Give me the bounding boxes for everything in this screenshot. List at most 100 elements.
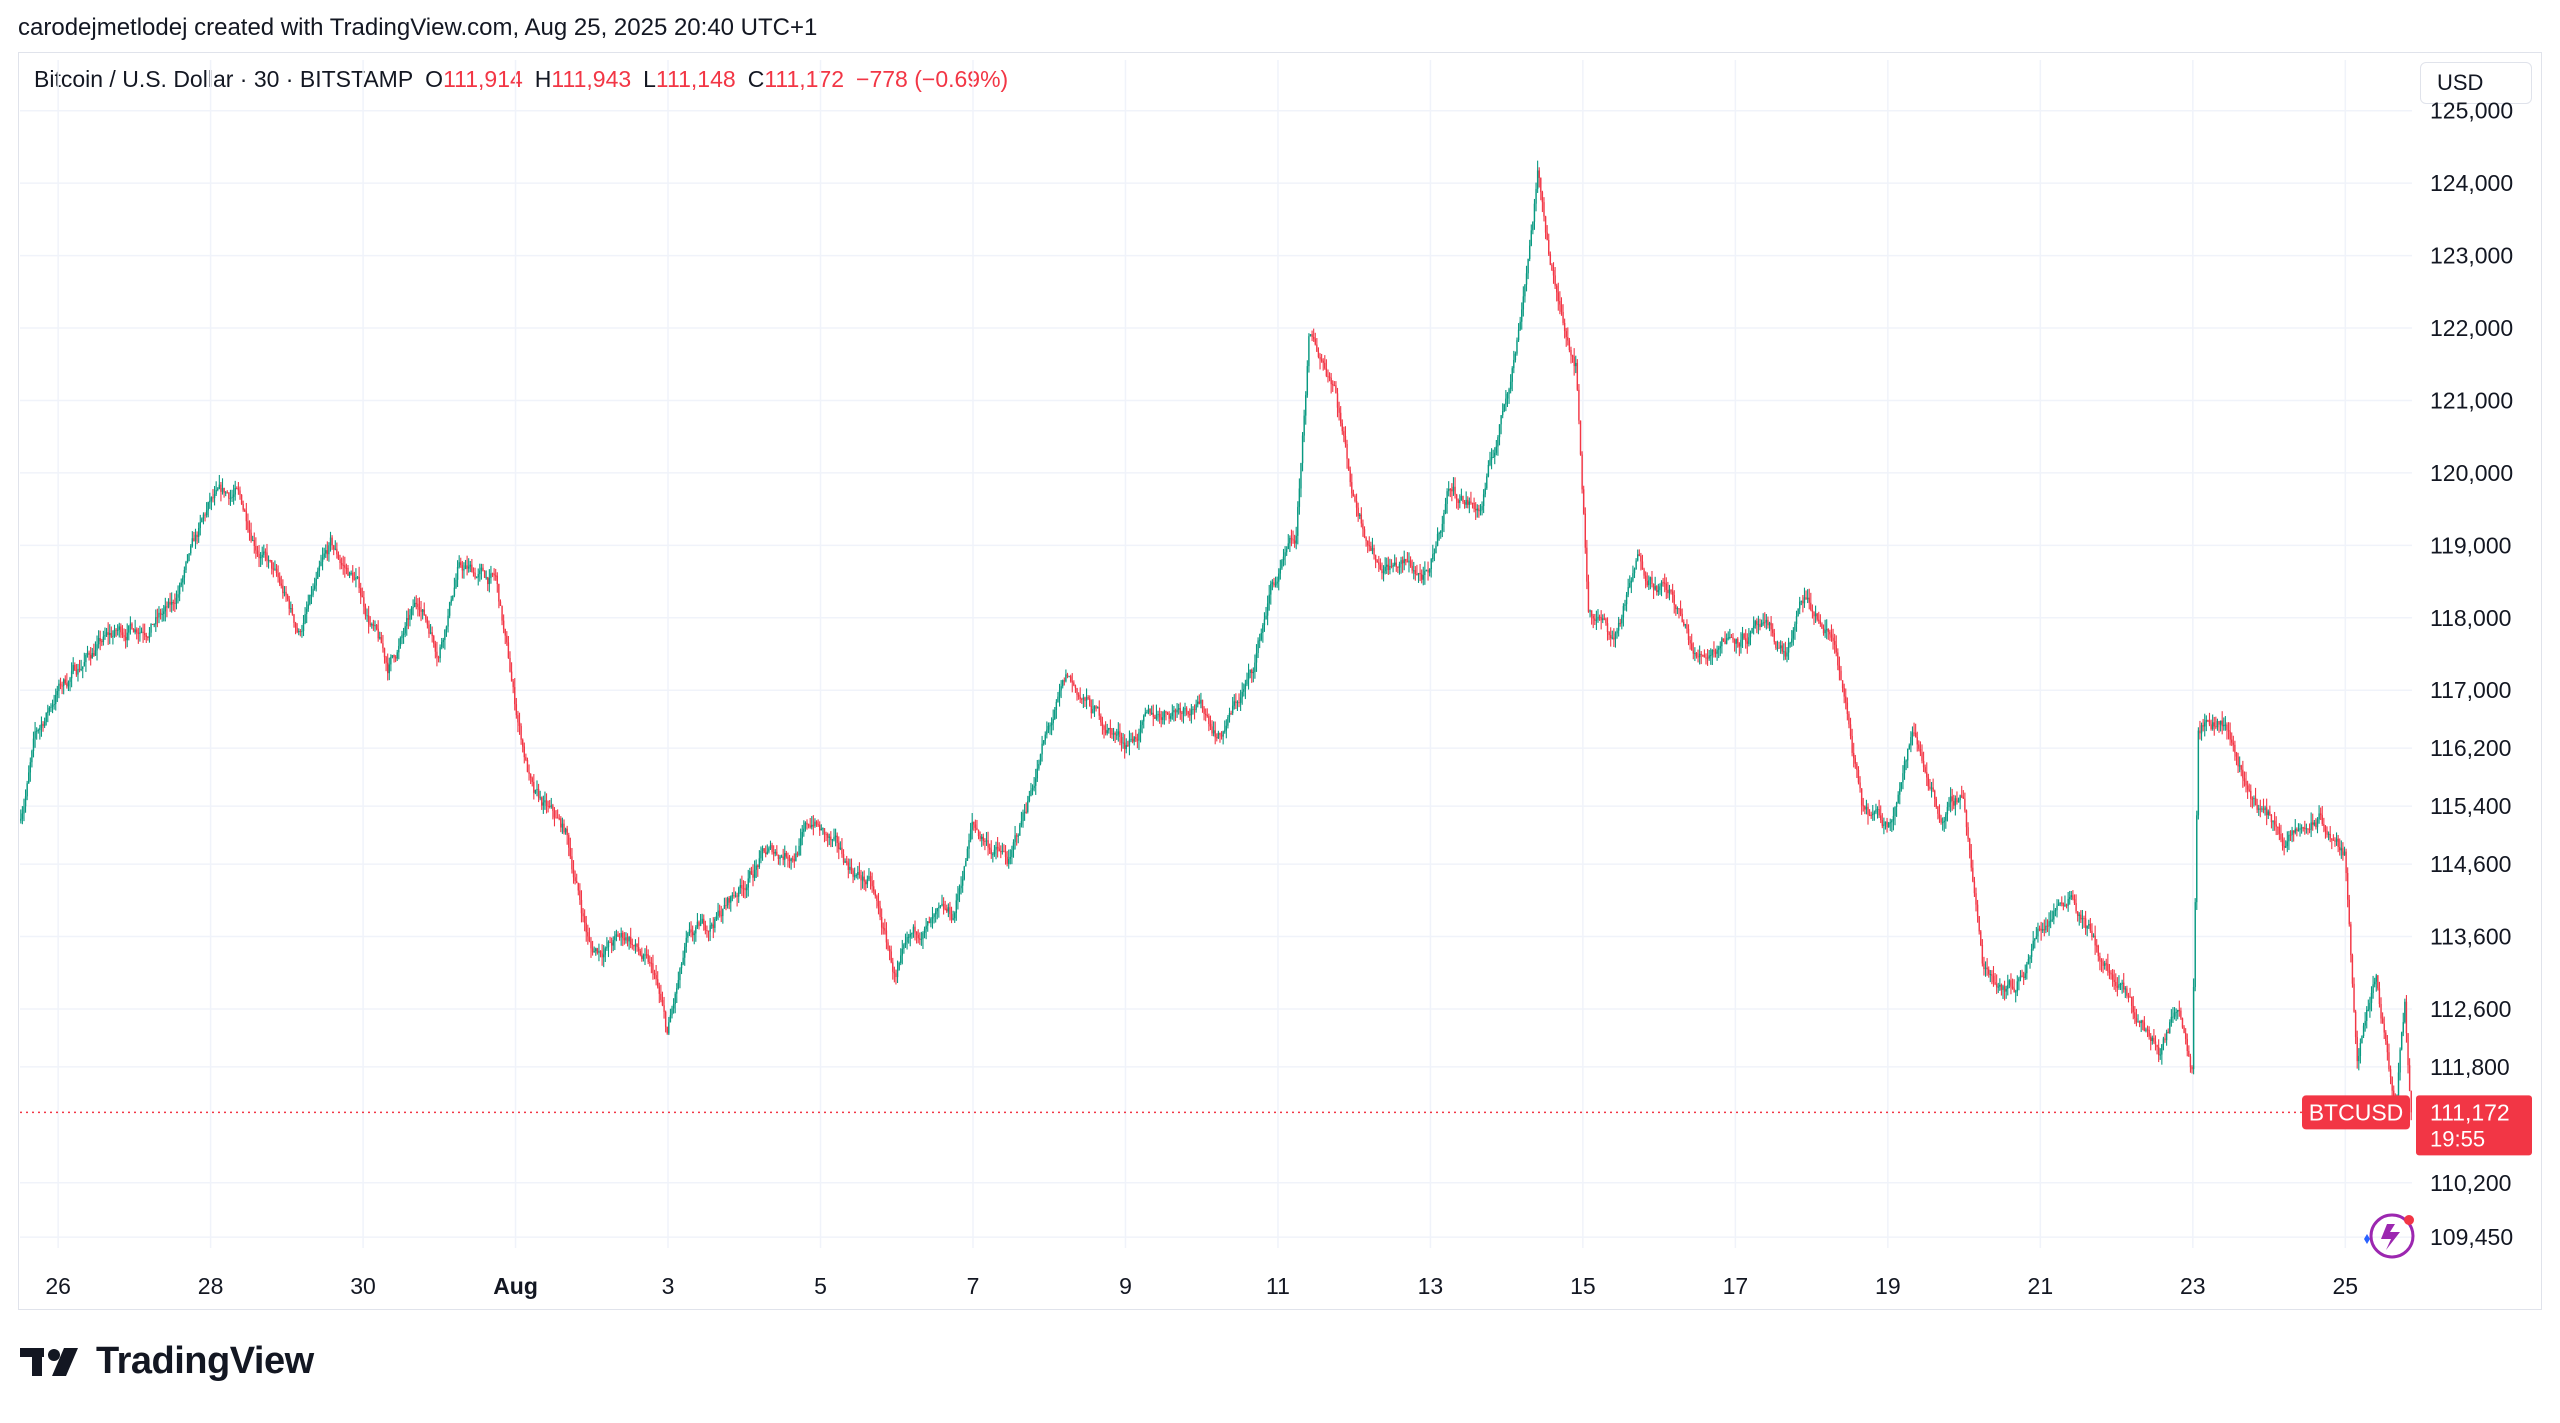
candle bbox=[1281, 559, 1283, 570]
candle bbox=[1713, 641, 1715, 658]
candle bbox=[1919, 741, 1922, 757]
candle bbox=[301, 624, 303, 638]
candle bbox=[504, 628, 506, 645]
candle bbox=[1714, 648, 1717, 658]
candle bbox=[963, 865, 965, 881]
candle bbox=[738, 886, 740, 903]
candle bbox=[890, 945, 892, 964]
candle bbox=[290, 601, 292, 613]
candle bbox=[2335, 832, 2338, 846]
candle bbox=[1278, 568, 1280, 591]
candle bbox=[1657, 583, 1660, 596]
candle bbox=[990, 840, 992, 859]
candle bbox=[237, 482, 240, 495]
candle bbox=[123, 628, 125, 642]
candle bbox=[977, 829, 980, 840]
candle bbox=[1231, 696, 1234, 716]
ai-assistant-icon[interactable] bbox=[2364, 1213, 2415, 1259]
candle bbox=[1609, 627, 1612, 647]
candle bbox=[531, 776, 533, 787]
candle bbox=[749, 867, 751, 883]
candle bbox=[2213, 716, 2215, 736]
candle bbox=[1233, 694, 1235, 710]
candle bbox=[1832, 628, 1834, 650]
candle bbox=[155, 609, 157, 632]
candle bbox=[1980, 930, 1982, 947]
candle bbox=[210, 496, 213, 511]
candle bbox=[502, 614, 505, 634]
candle bbox=[1052, 709, 1054, 731]
candle bbox=[390, 654, 392, 672]
candle bbox=[1586, 539, 1588, 590]
candle bbox=[1135, 729, 1137, 743]
candle bbox=[841, 838, 843, 858]
candle bbox=[2042, 922, 2044, 934]
candle bbox=[647, 949, 649, 965]
candle bbox=[1246, 672, 1248, 687]
candle bbox=[317, 567, 319, 580]
candle bbox=[1978, 916, 1980, 935]
candle bbox=[456, 560, 459, 588]
candle bbox=[688, 922, 691, 937]
candle bbox=[1387, 556, 1390, 575]
candle bbox=[1773, 628, 1775, 645]
candle bbox=[94, 641, 97, 656]
candle bbox=[550, 797, 552, 809]
candle bbox=[1810, 592, 1812, 612]
currency-button[interactable]: USD bbox=[2420, 62, 2532, 104]
candle bbox=[919, 932, 921, 945]
candle bbox=[2359, 1038, 2362, 1064]
candle bbox=[1541, 190, 1544, 213]
tradingview-logo: TradingView bbox=[20, 1340, 314, 1383]
candle bbox=[1940, 814, 1942, 825]
candle bbox=[2258, 804, 2260, 816]
candle bbox=[1036, 759, 1039, 782]
candle bbox=[1967, 822, 1969, 842]
candle bbox=[587, 924, 589, 945]
candle bbox=[1975, 887, 1977, 912]
candle bbox=[701, 913, 703, 924]
candle bbox=[582, 908, 584, 923]
candle bbox=[383, 647, 386, 664]
candle bbox=[1841, 680, 1844, 693]
candle bbox=[2099, 952, 2101, 971]
candle bbox=[1201, 699, 1204, 713]
candle bbox=[318, 560, 321, 577]
candle bbox=[1754, 619, 1756, 629]
candle bbox=[798, 838, 800, 857]
candle bbox=[2315, 818, 2317, 830]
candle bbox=[1803, 587, 1806, 608]
candle bbox=[1799, 596, 1801, 615]
candle bbox=[714, 916, 716, 933]
candle bbox=[817, 819, 819, 827]
candle bbox=[1554, 267, 1556, 290]
candle bbox=[1630, 577, 1633, 594]
candle bbox=[66, 673, 68, 689]
candle bbox=[1795, 610, 1798, 632]
candle bbox=[1911, 726, 1914, 746]
candle bbox=[1238, 693, 1240, 708]
candle bbox=[328, 542, 330, 562]
candle bbox=[1085, 688, 1088, 710]
candle bbox=[2013, 979, 2015, 993]
candle bbox=[1050, 717, 1053, 736]
candle bbox=[1535, 182, 1537, 212]
candle bbox=[1427, 561, 1429, 581]
candle bbox=[2076, 911, 2079, 922]
candle bbox=[1111, 727, 1113, 739]
candle bbox=[1306, 360, 1309, 398]
candle bbox=[690, 921, 692, 938]
candle bbox=[2081, 910, 2084, 929]
candle bbox=[1338, 401, 1340, 421]
candle bbox=[1508, 387, 1510, 404]
candle bbox=[811, 816, 813, 830]
candle bbox=[170, 592, 173, 613]
candle bbox=[879, 900, 881, 921]
candle bbox=[931, 906, 934, 929]
candle bbox=[2177, 1009, 2179, 1020]
candle bbox=[1644, 571, 1647, 589]
candle bbox=[960, 876, 962, 895]
candle bbox=[2121, 979, 2123, 994]
candle bbox=[399, 636, 402, 649]
